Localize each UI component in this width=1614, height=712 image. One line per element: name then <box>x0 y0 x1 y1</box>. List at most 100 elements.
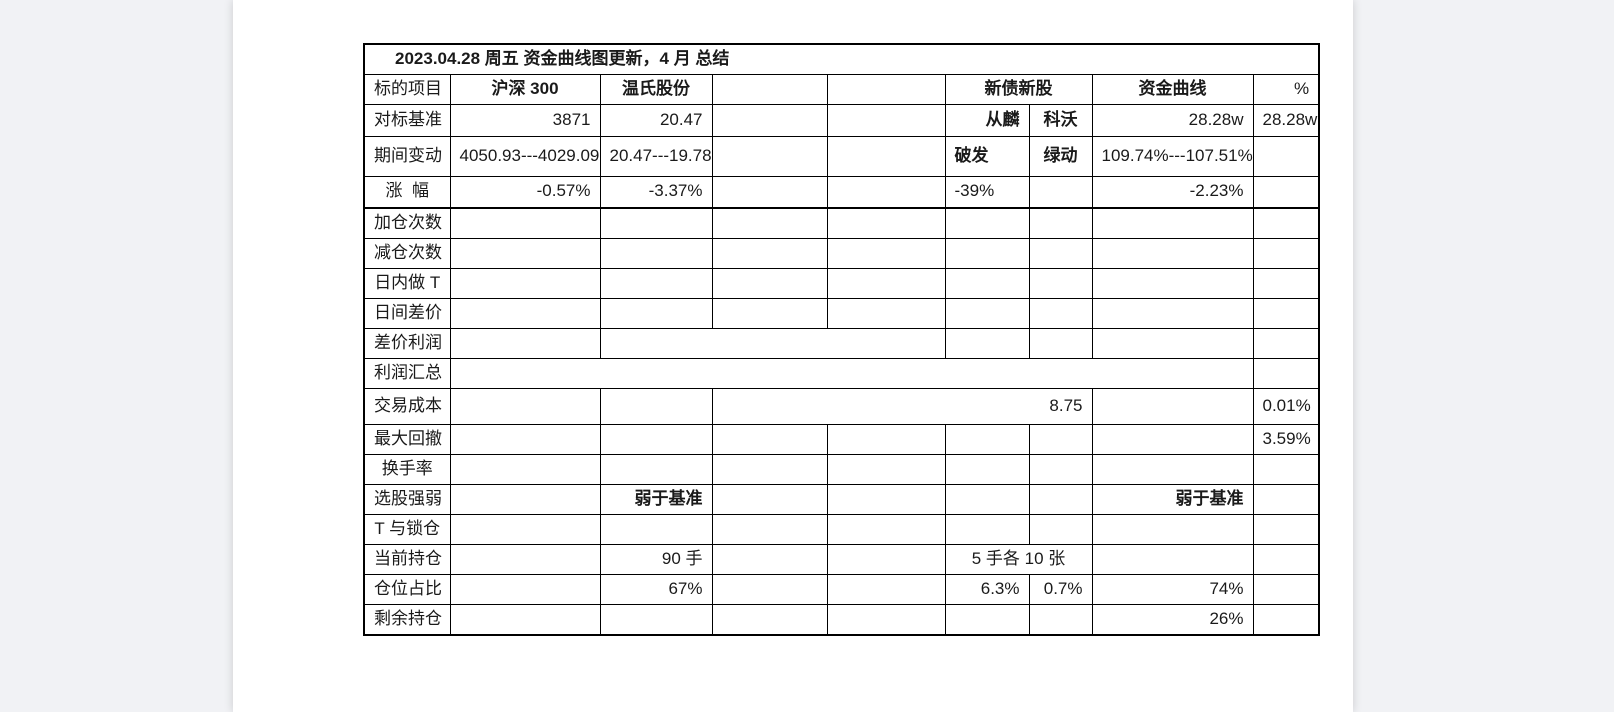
change-percent-cell-0: 涨 幅 <box>363 175 451 209</box>
max-drawdown-cell-2 <box>599 423 713 455</box>
benchmark-base-row: 对标基准 3871 20.47 从麟 科沃 28.28w 28.28w <box>363 103 1320 137</box>
header-cell-3 <box>711 73 828 105</box>
max-drawdown-cell-7 <box>1091 423 1254 455</box>
change-percent-cell-1: -0.57% <box>449 175 601 209</box>
interday-spread-cell-6 <box>1028 297 1093 329</box>
max-drawdown-cell-5 <box>944 423 1030 455</box>
benchmark-base-cell-2: 20.47 <box>599 103 713 137</box>
add-position-count-cell-7 <box>1091 207 1254 239</box>
intraday-t-row: 日内做 T <box>363 267 1320 299</box>
reduce-position-count-cell-5 <box>944 237 1030 269</box>
stock-selection-strength-row: 选股强弱 弱于基准 弱于基准 <box>363 483 1320 515</box>
header-cell-0: 标的项目 <box>363 73 451 105</box>
current-position-cell-2: 90 手 <box>599 543 713 575</box>
max-drawdown-cell-3 <box>711 423 828 455</box>
document-page: 2023.04.28 周五 资金曲线图更新，4 月 总结 标的项目 沪深 300 温氏… <box>233 0 1353 712</box>
trading-cost-cell-3: 8.75 <box>711 387 1093 425</box>
turnover-rate-cell-2 <box>599 453 713 485</box>
period-change-cell-2: 20.47---19.78 <box>599 135 713 177</box>
period-change-cell-3 <box>711 135 828 177</box>
change-percent-cell-6 <box>1028 175 1093 209</box>
stock-selection-strength-cell-4 <box>826 483 946 515</box>
header-cell-6: 资金曲线 <box>1091 73 1254 105</box>
reduce-position-count-cell-8 <box>1252 237 1320 269</box>
position-ratio-row: 仓位占比 67% 6.3% 0.7% 74% <box>363 573 1320 605</box>
add-position-count-cell-6 <box>1028 207 1093 239</box>
position-ratio-cell-1 <box>449 573 601 605</box>
current-position-cell-7 <box>1252 543 1320 575</box>
spread-profit-cell-4 <box>1028 327 1093 359</box>
trading-summary-table: 2023.04.28 周五 资金曲线图更新，4 月 总结 标的项目 沪深 300 温氏… <box>363 43 1321 636</box>
benchmark-base-cell-1: 3871 <box>449 103 601 137</box>
turnover-rate-row: 换手率 <box>363 453 1320 485</box>
turnover-rate-cell-3 <box>711 453 828 485</box>
current-position-row: 当前持仓 90 手 5 手各 10 张 <box>363 543 1320 575</box>
spread-profit-cell-5 <box>1091 327 1254 359</box>
spread-profit-row: 差价利润 <box>363 327 1320 359</box>
t-and-lock-cell-4 <box>826 513 946 545</box>
max-drawdown-cell-1 <box>449 423 601 455</box>
position-ratio-cell-7: 74% <box>1091 573 1254 605</box>
reduce-position-count-cell-3 <box>711 237 828 269</box>
spread-profit-cell-6 <box>1252 327 1320 359</box>
reduce-position-count-cell-2 <box>599 237 713 269</box>
header-row: 标的项目 沪深 300 温氏股份 新债新股 资金曲线% <box>363 73 1320 105</box>
trading-cost-cell-2 <box>599 387 713 425</box>
interday-spread-row: 日间差价 <box>363 297 1320 329</box>
stock-selection-strength-cell-7: 弱于基准 <box>1091 483 1254 515</box>
stock-selection-strength-cell-5 <box>944 483 1030 515</box>
remaining-position-cell-7: 26% <box>1091 603 1254 636</box>
remaining-position-cell-8 <box>1252 603 1320 636</box>
t-and-lock-cell-2 <box>599 513 713 545</box>
intraday-t-cell-8 <box>1252 267 1320 299</box>
period-change-row: 期间变动 4050.93---4029.09 20.47---19.78 破发 绿动 10… <box>363 135 1320 177</box>
t-and-lock-cell-7 <box>1091 513 1254 545</box>
position-ratio-cell-3 <box>711 573 828 605</box>
max-drawdown-cell-4 <box>826 423 946 455</box>
period-change-cell-0: 期间变动 <box>363 135 451 177</box>
max-drawdown-cell-6 <box>1028 423 1093 455</box>
header-cell-7: % <box>1252 73 1320 105</box>
t-and-lock-cell-8 <box>1252 513 1320 545</box>
max-drawdown-row: 最大回撤 3.59% <box>363 423 1320 455</box>
remaining-position-cell-1 <box>449 603 601 636</box>
add-position-count-cell-0: 加仓次数 <box>363 207 451 239</box>
current-position-cell-1 <box>449 543 601 575</box>
spread-profit-cell-1 <box>449 327 601 359</box>
reduce-position-count-cell-6 <box>1028 237 1093 269</box>
remaining-position-cell-2 <box>599 603 713 636</box>
interday-spread-cell-8 <box>1252 297 1320 329</box>
remaining-position-cell-4 <box>826 603 946 636</box>
trading-cost-cell-1 <box>449 387 601 425</box>
turnover-rate-cell-1 <box>449 453 601 485</box>
title-row: 2023.04.28 周五 资金曲线图更新，4 月 总结 <box>363 43 1320 75</box>
t-and-lock-cell-6 <box>1028 513 1093 545</box>
reduce-position-count-cell-4 <box>826 237 946 269</box>
trading-cost-row: 交易成本 8.75 0.01% <box>363 387 1320 425</box>
max-drawdown-cell-0: 最大回撤 <box>363 423 451 455</box>
change-percent-cell-5: -39% <box>944 175 1030 209</box>
period-change-cell-6: 绿动 <box>1028 135 1093 177</box>
turnover-rate-cell-7 <box>1091 453 1254 485</box>
interday-spread-cell-3 <box>711 297 828 329</box>
interday-spread-cell-1 <box>449 297 601 329</box>
header-cell-2: 温氏股份 <box>599 73 713 105</box>
reduce-position-count-row: 减仓次数 <box>363 237 1320 269</box>
remaining-position-cell-0: 剩余持仓 <box>363 603 451 636</box>
profit-summary-row: 利润汇总 <box>363 357 1320 389</box>
add-position-count-cell-2 <box>599 207 713 239</box>
intraday-t-cell-2 <box>599 267 713 299</box>
interday-spread-cell-7 <box>1091 297 1254 329</box>
table-body: 2023.04.28 周五 资金曲线图更新，4 月 总结 标的项目 沪深 300 温氏… <box>363 43 1320 636</box>
position-ratio-cell-0: 仓位占比 <box>363 573 451 605</box>
header-cell-5: 新债新股 <box>944 73 1093 105</box>
period-change-cell-7: 109.74%---107.51% <box>1091 135 1254 177</box>
trading-cost-cell-4 <box>1091 387 1254 425</box>
add-position-count-cell-4 <box>826 207 946 239</box>
add-position-count-cell-8 <box>1252 207 1320 239</box>
benchmark-base-cell-8: 28.28w <box>1252 103 1320 137</box>
add-position-count-cell-3 <box>711 207 828 239</box>
benchmark-base-cell-7: 28.28w <box>1091 103 1254 137</box>
profit-summary-cell-0: 利润汇总 <box>363 357 451 389</box>
